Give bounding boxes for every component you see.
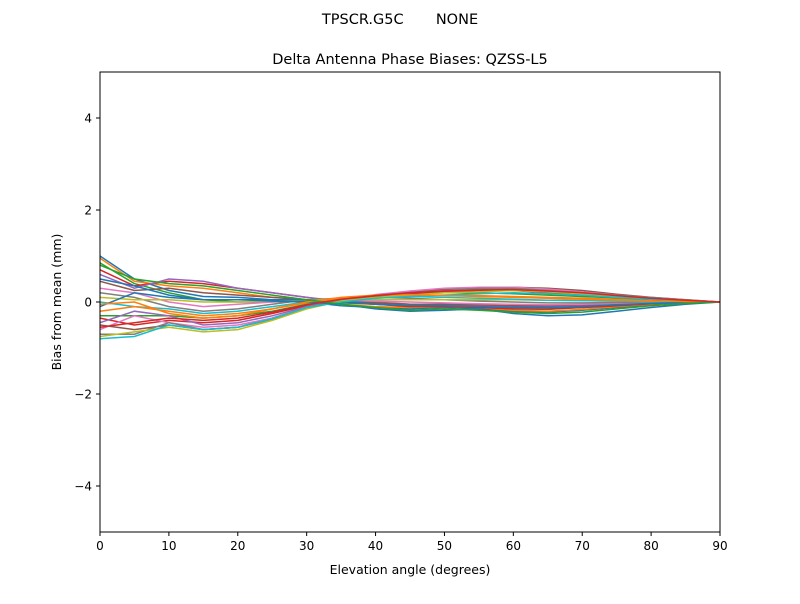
x-tick-label: 80	[643, 539, 658, 553]
x-tick-label: 20	[230, 539, 245, 553]
series-line-23	[99, 288, 721, 329]
series-lines	[99, 255, 721, 340]
x-tick-label: 10	[161, 539, 176, 553]
series-line-7	[99, 292, 720, 312]
y-tick-label: 4	[84, 112, 92, 126]
chart-title: Delta Antenna Phase Biases: QZSS-L5	[272, 52, 547, 68]
x-tick-label: 0	[96, 539, 104, 553]
series-line-0	[99, 255, 721, 313]
series-line-21	[99, 293, 721, 319]
x-tick-label: 90	[712, 539, 727, 553]
x-tick-label: 70	[575, 539, 590, 553]
y-tick-label: 0	[84, 296, 92, 310]
y-axis: −4 −2 0 2 4	[74, 112, 100, 494]
series-line-1	[99, 257, 721, 312]
y-tick-label: −2	[74, 388, 92, 402]
x-axis: 0 10 20 30 40 50 60 70 80 90	[96, 532, 728, 553]
series-line-20	[99, 278, 721, 317]
x-axis-label: Elevation angle (degrees)	[330, 562, 491, 577]
x-tick-label: 40	[368, 539, 383, 553]
x-tick-label: 60	[506, 539, 521, 553]
series-line-3	[99, 269, 721, 310]
series-line-22	[99, 264, 721, 315]
figure-suptitle: TPSCR.G5C NONE	[321, 12, 478, 28]
series-line-6	[99, 287, 720, 308]
x-tick-label: 30	[299, 539, 314, 553]
y-tick-label: −4	[74, 480, 92, 494]
series-line-19	[99, 292, 721, 340]
x-tick-label: 50	[437, 539, 452, 553]
y-axis-label: Bias from mean (mm)	[49, 234, 64, 371]
y-tick-label: 2	[84, 204, 92, 218]
